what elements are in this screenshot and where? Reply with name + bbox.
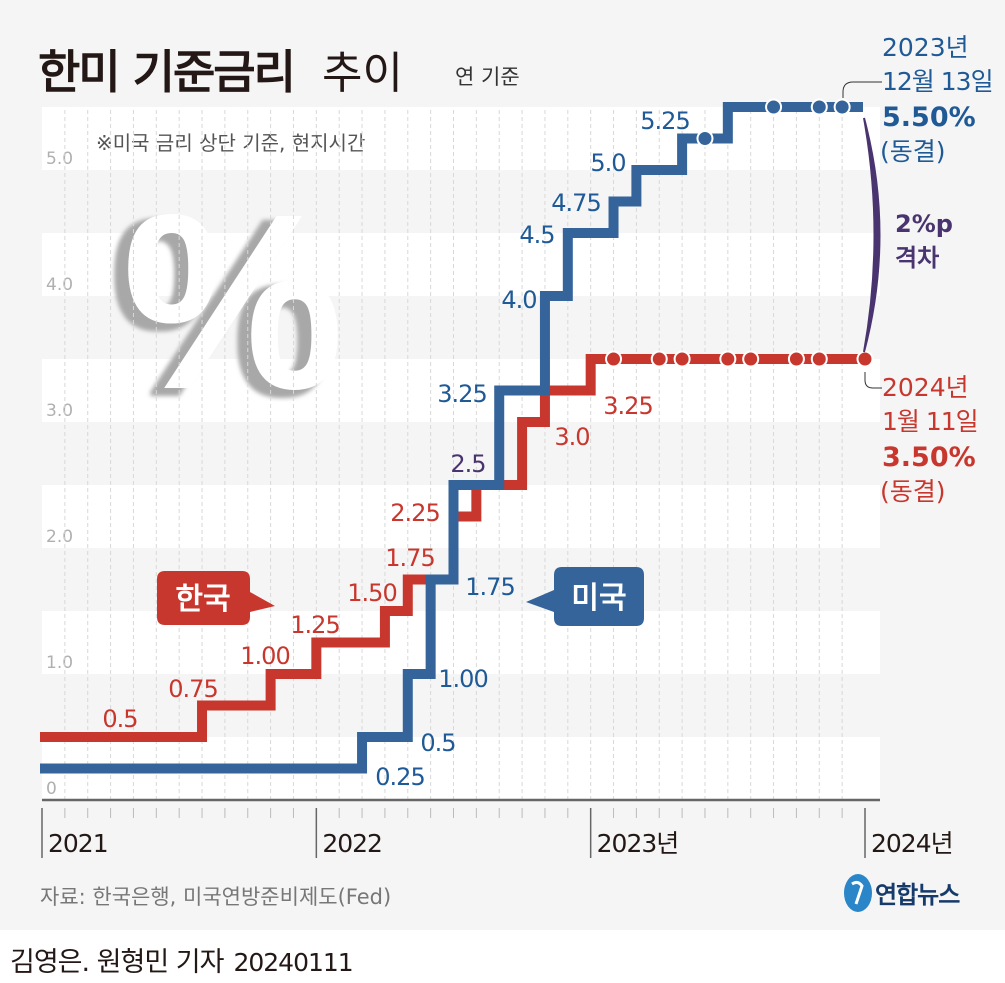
grid-band	[42, 296, 880, 359]
us-status: (동결)	[880, 137, 946, 166]
us-rate-label: 3.25	[437, 380, 486, 408]
korea-hold-dot	[605, 350, 623, 368]
korea-hold-dot	[810, 350, 828, 368]
korea-rate-label: 3.25	[603, 392, 652, 420]
yonhap-logo-swirl	[851, 880, 864, 905]
us-rate-label: 5.25	[640, 107, 689, 135]
gap-label: 격차	[895, 244, 939, 272]
us-rate-label: 1.00	[438, 665, 487, 693]
korea-rate-label: 1.00	[240, 642, 289, 670]
legend-us-label: 미국	[571, 581, 626, 616]
korea-hold-dot	[856, 350, 874, 368]
reporter-names: 김영은. 원형민 기자	[10, 947, 224, 978]
x-tick-label: 2024년	[871, 829, 953, 858]
korea-hold-dot	[719, 350, 737, 368]
us-rate-label: 5.0	[590, 149, 625, 177]
title-light: 추이	[322, 48, 403, 99]
unit-label: 연 기준	[455, 65, 520, 89]
y-tick-label: 0	[46, 779, 57, 799]
korea-hold-dot	[742, 350, 760, 368]
korea-rate-label: 0.75	[168, 675, 217, 703]
us-rate-label: 1.75	[465, 573, 514, 601]
us-date-year: 2023년	[882, 33, 969, 62]
us-hold-dot	[833, 98, 851, 116]
korea-rate-label: 1.50	[347, 579, 396, 607]
korea-status: (동결)	[880, 477, 946, 506]
us-rate-label: 0.25	[375, 763, 424, 791]
korea-hold-dot	[650, 350, 668, 368]
us-hold-dot	[765, 98, 783, 116]
y-tick-label: 3.0	[46, 401, 73, 421]
us-rate-label: 4.0	[501, 286, 536, 314]
yonhap-logo: 연합뉴스	[844, 874, 961, 912]
publish-date: 20240111	[233, 948, 353, 977]
source-text: 자료: 한국은행, 미국연방준비제도(Fed)	[40, 885, 391, 909]
byline: 김영은. 원형민 기자 20240111	[10, 940, 354, 979]
y-tick-label: 4.0	[46, 275, 73, 295]
logo-text: 연합뉴스	[875, 881, 960, 909]
korea-rate-label: 0.5	[102, 705, 137, 733]
korea-rate-label: 1.25	[290, 611, 339, 639]
yonhap-logo-mark	[844, 874, 872, 912]
x-tick-label: 2023년	[597, 829, 679, 858]
korea-rate-label: 2.25	[390, 499, 439, 527]
korea-date-day: 1월 11일	[882, 407, 978, 436]
legend-korea-label: 한국	[175, 582, 230, 617]
title-bold: 한미 기준금리	[38, 45, 294, 99]
x-tick-label: 2022	[322, 829, 382, 858]
us-date-day: 12월 13일	[882, 67, 993, 96]
us-leader-line	[842, 81, 882, 98]
us-hold-dot	[810, 98, 828, 116]
y-tick-label: 5.0	[46, 149, 73, 169]
us-rate-label: 0.5	[420, 729, 455, 757]
gap-arc	[863, 117, 881, 353]
korea-rate-label: 3.0	[554, 423, 589, 451]
korea-rate-label: 1.75	[385, 544, 434, 572]
grid-band	[42, 422, 880, 485]
korea-rate: 3.50%	[882, 442, 976, 473]
korea-leader-line	[864, 372, 882, 389]
korea-rate-label: 2.5	[450, 450, 485, 478]
legend-us: 미국	[526, 567, 644, 626]
korea-hold-dot	[673, 350, 691, 368]
y-tick-label: 2.0	[46, 527, 73, 547]
us-rate: 5.50%	[882, 102, 976, 133]
korea-date-year: 2024년	[882, 373, 969, 402]
us-rate-label: 4.75	[551, 189, 600, 217]
us-rate-label: 4.5	[519, 221, 554, 249]
x-tick-label: 2021	[48, 829, 108, 858]
grid-band	[42, 170, 880, 233]
grid-band	[42, 674, 880, 737]
y-tick-label: 1.0	[46, 653, 73, 673]
percent-decoration: %	[122, 162, 344, 441]
us-rate-line	[40, 102, 863, 774]
korea-hold-dot	[787, 350, 805, 368]
us-hold-dot	[696, 130, 714, 147]
gap-value: 2%p	[895, 210, 953, 238]
legend-korea: 한국	[157, 571, 275, 625]
note: ※미국 금리 상단 기준, 현지시간	[96, 131, 365, 155]
